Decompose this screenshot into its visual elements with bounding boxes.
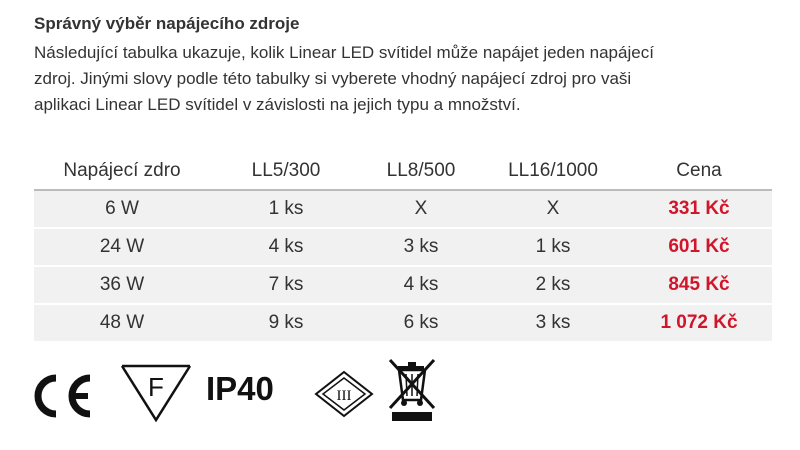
- cell-ll8: 4 ks: [362, 266, 480, 305]
- f-mark-label: F: [148, 372, 164, 402]
- table-row: 48 W 9 ks 6 ks 3 ks 1 072 Kč: [34, 304, 772, 343]
- description-line: zdroj. Jinými slovy podle této tabulky s…: [34, 69, 632, 88]
- ce-mark-icon: [34, 374, 91, 418]
- cell-ll16: X: [480, 190, 626, 229]
- cell-power: 36 W: [34, 266, 210, 305]
- power-supply-table: Napájecí zdro LL5/300 LL8/500 LL16/1000 …: [34, 153, 772, 343]
- cell-price: 845 Kč: [626, 266, 772, 305]
- cell-ll5: 9 ks: [210, 304, 362, 343]
- cell-ll5: 7 ks: [210, 266, 362, 305]
- cell-price: 331 Kč: [626, 190, 772, 229]
- ip40-label: IP40: [206, 370, 274, 407]
- header-power-supply: Napájecí zdro: [34, 153, 210, 191]
- cell-ll8: 3 ks: [362, 228, 480, 267]
- cell-ll16: 3 ks: [480, 304, 626, 343]
- weee-bin-icon: [388, 358, 436, 421]
- table-row: 6 W 1 ks X X 331 Kč: [34, 190, 772, 229]
- header-ll5: LL5/300: [210, 153, 362, 191]
- class-iii-label: III: [337, 388, 352, 404]
- description-line: Následující tabulka ukazuje, kolik Linea…: [34, 43, 654, 62]
- cell-ll16: 2 ks: [480, 266, 626, 305]
- cell-power: 6 W: [34, 190, 210, 229]
- cell-power: 24 W: [34, 228, 210, 267]
- cell-power: 48 W: [34, 304, 210, 343]
- cell-price: 601 Kč: [626, 228, 772, 267]
- cell-ll8: 6 ks: [362, 304, 480, 343]
- table-row: 24 W 4 ks 3 ks 1 ks 601 Kč: [34, 228, 772, 267]
- cell-ll8: X: [362, 190, 480, 229]
- header-ll8: LL8/500: [362, 153, 480, 191]
- f-mark-icon: F: [120, 364, 192, 423]
- class-iii-icon: III: [314, 370, 374, 418]
- header-ll16: LL16/1000: [480, 153, 626, 191]
- header-price: Cena: [626, 153, 772, 191]
- cell-ll16: 1 ks: [480, 228, 626, 267]
- table-header-row: Napájecí zdro LL5/300 LL8/500 LL16/1000 …: [34, 153, 772, 191]
- page-title: Správný výběr napájecího zdroje: [34, 14, 300, 33]
- table-row: 36 W 7 ks 4 ks 2 ks 845 Kč: [34, 266, 772, 305]
- description: Následující tabulka ukazuje, kolik Linea…: [34, 40, 774, 118]
- cell-ll5: 1 ks: [210, 190, 362, 229]
- cell-price: 1 072 Kč: [626, 304, 772, 343]
- cell-ll5: 4 ks: [210, 228, 362, 267]
- description-line: aplikaci Linear LED svítidel v závislost…: [34, 95, 521, 114]
